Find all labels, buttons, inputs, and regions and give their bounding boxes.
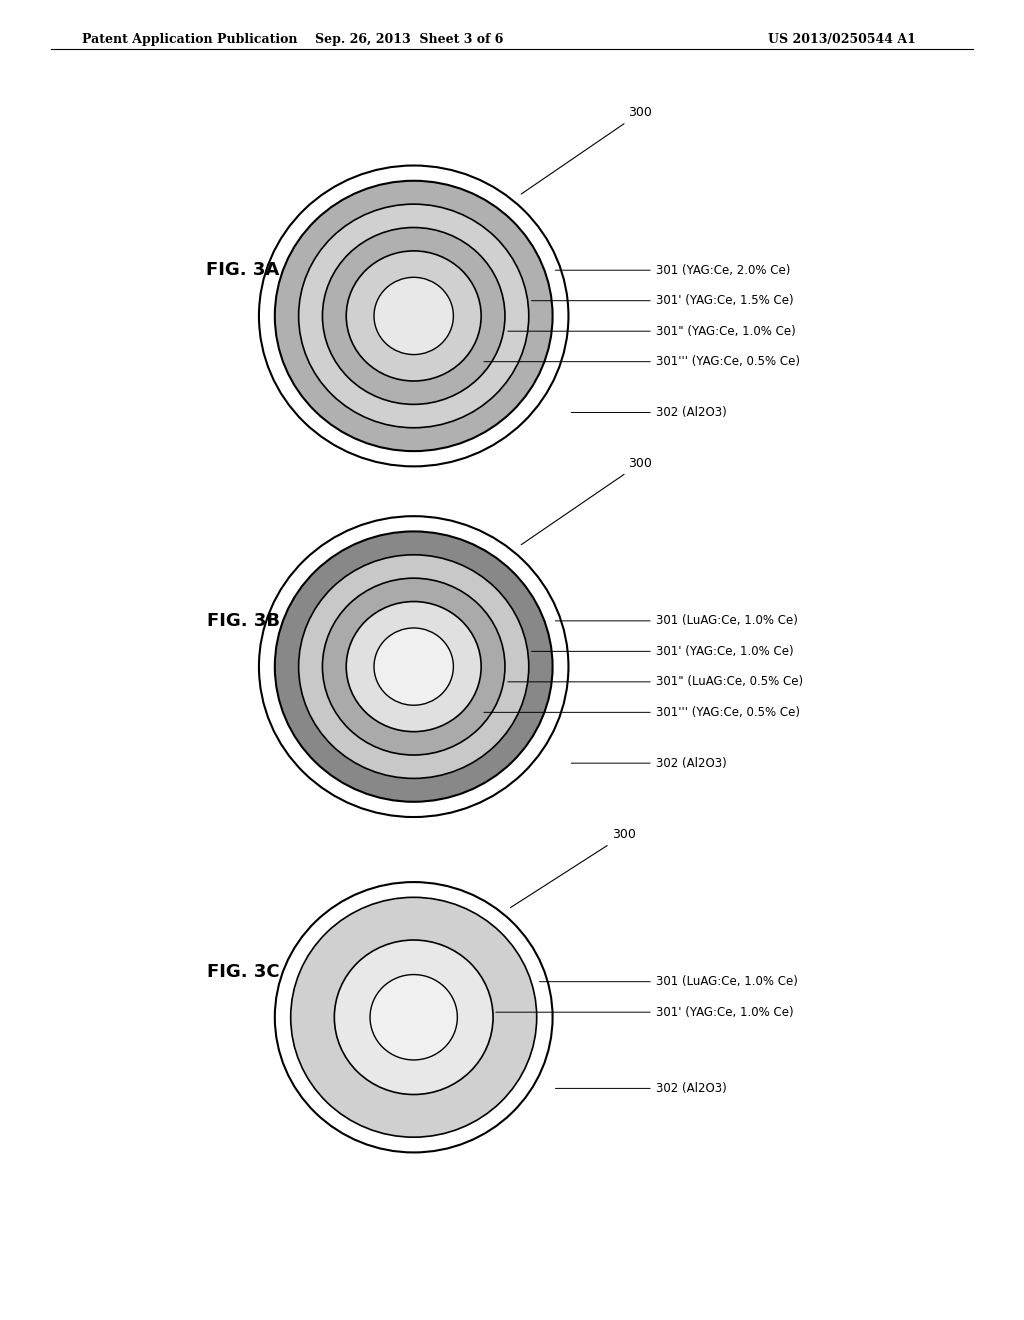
Text: 301''' (YAG:Ce, 0.5% Ce): 301''' (YAG:Ce, 0.5% Ce)	[484, 706, 800, 719]
Text: Sep. 26, 2013  Sheet 3 of 6: Sep. 26, 2013 Sheet 3 of 6	[315, 33, 504, 46]
Text: 301" (LuAG:Ce, 0.5% Ce): 301" (LuAG:Ce, 0.5% Ce)	[508, 676, 803, 688]
Text: 301 (LuAG:Ce, 1.0% Ce): 301 (LuAG:Ce, 1.0% Ce)	[540, 975, 798, 989]
Text: 302 (Al2O3): 302 (Al2O3)	[555, 1082, 726, 1094]
Ellipse shape	[374, 277, 454, 355]
Ellipse shape	[274, 882, 553, 1152]
Text: 301' (YAG:Ce, 1.0% Ce): 301' (YAG:Ce, 1.0% Ce)	[531, 645, 794, 657]
Text: FIG. 3A: FIG. 3A	[207, 261, 280, 280]
Ellipse shape	[259, 165, 568, 466]
Text: 300: 300	[521, 457, 652, 545]
Text: FIG. 3C: FIG. 3C	[207, 962, 280, 981]
Ellipse shape	[291, 898, 537, 1138]
Ellipse shape	[299, 205, 528, 428]
Text: US 2013/0250544 A1: US 2013/0250544 A1	[768, 33, 915, 46]
Ellipse shape	[374, 628, 454, 705]
Ellipse shape	[274, 181, 553, 451]
Ellipse shape	[323, 578, 505, 755]
Ellipse shape	[274, 532, 553, 801]
Text: 301''' (YAG:Ce, 0.5% Ce): 301''' (YAG:Ce, 0.5% Ce)	[484, 355, 800, 368]
Text: 302 (Al2O3): 302 (Al2O3)	[571, 756, 726, 770]
Text: 301 (LuAG:Ce, 1.0% Ce): 301 (LuAG:Ce, 1.0% Ce)	[555, 614, 798, 627]
Ellipse shape	[370, 974, 458, 1060]
Text: 301 (YAG:Ce, 2.0% Ce): 301 (YAG:Ce, 2.0% Ce)	[555, 264, 791, 277]
Ellipse shape	[346, 251, 481, 381]
Text: 301" (YAG:Ce, 1.0% Ce): 301" (YAG:Ce, 1.0% Ce)	[508, 325, 796, 338]
Ellipse shape	[346, 602, 481, 731]
Ellipse shape	[259, 516, 568, 817]
Ellipse shape	[299, 554, 528, 779]
Text: 302 (Al2O3): 302 (Al2O3)	[571, 407, 726, 418]
Ellipse shape	[334, 940, 494, 1094]
Text: FIG. 3B: FIG. 3B	[207, 612, 280, 630]
Text: Patent Application Publication: Patent Application Publication	[82, 33, 297, 46]
Text: 301' (YAG:Ce, 1.5% Ce): 301' (YAG:Ce, 1.5% Ce)	[531, 294, 794, 308]
Ellipse shape	[323, 227, 505, 404]
Text: 300: 300	[511, 828, 636, 908]
Text: 301' (YAG:Ce, 1.0% Ce): 301' (YAG:Ce, 1.0% Ce)	[496, 1006, 794, 1019]
Text: 300: 300	[521, 107, 652, 194]
